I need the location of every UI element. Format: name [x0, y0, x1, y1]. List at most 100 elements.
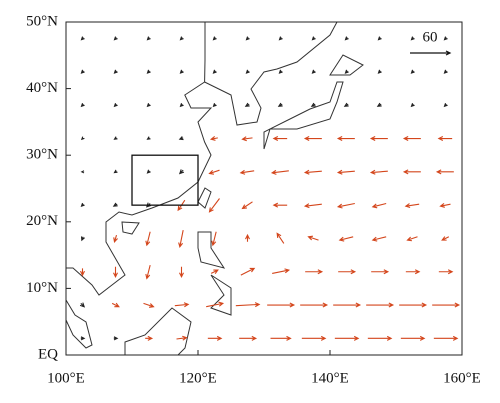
wind-vector	[113, 136, 118, 140]
wind-vector	[369, 136, 388, 142]
wind-vector	[143, 302, 155, 308]
wind-vector	[179, 102, 184, 108]
wind-vector	[146, 102, 151, 108]
wind-vector	[278, 69, 283, 74]
wind-vector	[208, 169, 220, 175]
wind-vector	[432, 302, 461, 308]
wind-vector	[113, 169, 118, 174]
wind-vector	[239, 169, 255, 175]
wind-vector	[402, 169, 421, 175]
wind-vector	[208, 198, 220, 213]
wind-vector	[272, 136, 288, 142]
y-tick-label: EQ	[38, 346, 58, 362]
wind-vector	[338, 269, 357, 275]
wind-vector	[113, 36, 118, 41]
wind-vector	[267, 302, 296, 308]
wind-vector	[311, 36, 316, 41]
wind-vector	[303, 136, 322, 142]
wind-vector	[80, 36, 85, 41]
wind-vector	[276, 232, 285, 244]
coastline	[329, 54, 364, 76]
wind-vector	[111, 302, 120, 308]
x-tick-label: 140°E	[311, 370, 349, 386]
wind-vector	[344, 69, 349, 74]
coastline	[263, 81, 344, 150]
wind-vector	[336, 202, 355, 209]
wind-vector	[338, 236, 354, 242]
y-tick-label: 20°N	[26, 213, 58, 229]
wind-vector	[404, 203, 420, 209]
wind-vector	[272, 202, 288, 208]
coastline	[197, 187, 212, 209]
wind-vector	[206, 301, 225, 308]
wind-vector	[278, 36, 283, 41]
wind-vector	[307, 235, 319, 241]
wind-vector	[207, 335, 223, 341]
wind-vector	[176, 335, 188, 341]
wind-vector	[367, 335, 393, 341]
wind-vector	[443, 102, 448, 108]
plot-frame	[65, 21, 463, 356]
wind-vector	[371, 236, 387, 242]
wind-vector	[80, 268, 85, 277]
wind-vector	[178, 136, 184, 141]
wind-vector	[405, 269, 421, 275]
wind-vector	[212, 36, 217, 41]
wind-vector	[211, 231, 217, 247]
wind-vector	[439, 202, 451, 208]
wind-vector	[80, 102, 85, 108]
wind-vector	[145, 335, 154, 341]
wind-vector	[179, 69, 184, 74]
wind-vector	[80, 336, 86, 341]
wind-vector	[303, 203, 322, 209]
coastline	[65, 299, 93, 349]
coastline	[124, 307, 192, 356]
wind-vector	[311, 69, 316, 74]
wind-vector	[80, 202, 85, 208]
coastline	[204, 21, 338, 126]
x-tick-label: 120°E	[179, 370, 217, 386]
wind-vector	[344, 36, 349, 41]
wind-vector	[80, 69, 85, 74]
wind-vector	[343, 102, 349, 107]
wind-vector	[270, 335, 292, 341]
wind-vector	[145, 231, 151, 247]
wind-vector	[80, 136, 85, 141]
wind-vector	[406, 236, 418, 242]
wind-vector	[146, 169, 151, 174]
wind-vector	[437, 136, 453, 142]
wind-vector	[240, 267, 256, 276]
x-tick-label: 100°E	[47, 370, 85, 386]
reference-label: 60	[423, 29, 438, 45]
y-tick-label: 10°N	[26, 280, 58, 296]
wind-vector	[333, 302, 362, 308]
wind-vector	[443, 36, 448, 41]
wind-vector	[443, 69, 448, 74]
wind-vector	[377, 36, 382, 41]
wind-vector	[441, 236, 450, 241]
wind-vector	[80, 170, 85, 174]
y-tick-label: 50°N	[26, 13, 58, 29]
wind-vector	[410, 102, 415, 108]
coastline	[210, 274, 232, 316]
wind-vector	[270, 169, 289, 175]
wind-vector	[113, 336, 119, 341]
wind-vector	[336, 136, 355, 142]
x-tick-label: 160°E	[443, 370, 481, 386]
wind-vector	[241, 136, 253, 142]
wind-vector	[146, 136, 151, 140]
wind-vector	[212, 69, 217, 74]
wind-vector	[334, 335, 360, 341]
wind-vector	[245, 233, 250, 242]
coastlines	[65, 21, 364, 356]
wind-vector	[79, 302, 86, 308]
wind-vector	[244, 102, 250, 107]
wind-vector	[146, 36, 151, 41]
wind-vector	[113, 234, 118, 243]
wind-vector	[239, 335, 258, 341]
wind-vector	[438, 269, 454, 275]
wind-vector	[310, 102, 316, 107]
wind-vector	[300, 302, 329, 308]
wind-vector	[80, 236, 85, 242]
